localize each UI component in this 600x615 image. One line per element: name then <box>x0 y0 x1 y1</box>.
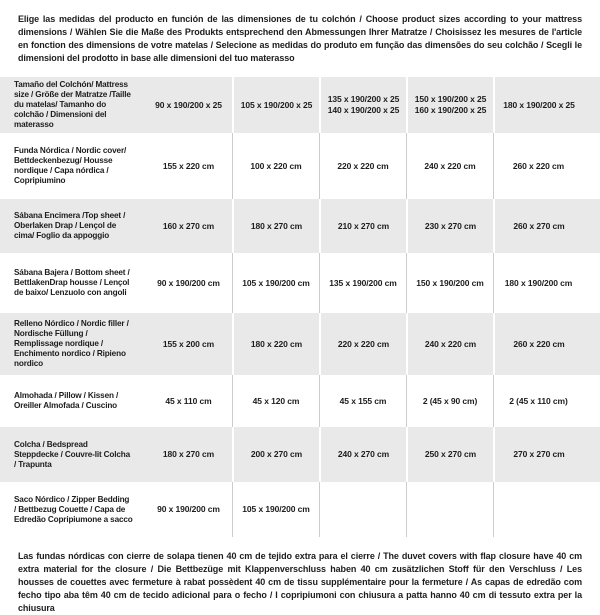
size-table: Tamaño del Colchón/ Mattress size / Größ… <box>0 77 600 537</box>
size-cell: 240 x 270 cm <box>319 427 406 482</box>
table-row: Tamaño del Colchón/ Mattress size / Größ… <box>0 77 600 133</box>
size-cell: 180 x 190/200 x 25 <box>493 77 600 133</box>
size-cell: 260 x 270 cm <box>493 199 600 253</box>
size-cell: 90 x 190/200 cm <box>157 277 220 288</box>
product-label: Sábana Encimera /Top sheet / Oberlaken D… <box>0 199 145 253</box>
size-cell: 160 x 270 cm <box>145 199 232 253</box>
table-row: Saco Nórdico / Zipper Bedding / Bettbezu… <box>0 482 600 537</box>
product-label: Relleno Nórdico / Nordic filler / Nordis… <box>0 313 145 375</box>
size-cell: 135 x 190/200 x 25 140 x 190/200 x 25 <box>319 77 406 133</box>
size-cell: 105 x 190/200 cm <box>232 482 319 537</box>
size-cell: 180 x 270 cm <box>145 427 232 482</box>
product-label: Funda Nórdica / Nordic cover/ Bettdecken… <box>14 146 127 185</box>
size-cell: 2 (45 x 90 cm) <box>406 375 493 427</box>
size-cell: 90 x 190/200 cm <box>157 504 220 514</box>
table-row: Relleno Nórdico / Nordic filler / Nordis… <box>0 313 600 375</box>
size-cell: 100 x 220 cm <box>232 133 319 199</box>
size-cell: 135 x 190/200 cm <box>319 253 406 313</box>
table-row: Almohada / Pillow / Kissen / Oreiller Al… <box>0 375 600 427</box>
size-cell: 180 x 220 cm <box>232 313 319 375</box>
footnote-text: Las fundas nórdicas con cierre de solapa… <box>18 551 582 613</box>
table-row: Colcha / Bedspread Steppdecke / Couvre-l… <box>0 427 600 482</box>
size-cell: 45 x 155 cm <box>319 375 406 427</box>
size-cell: 155 x 200 cm <box>145 313 232 375</box>
product-label: Colcha / Bedspread Steppdecke / Couvre-l… <box>0 427 145 482</box>
size-cell: 45 x 120 cm <box>232 375 319 427</box>
table-row: Sábana Bajera / Bottom sheet / Bettlaken… <box>0 253 600 313</box>
size-cell: 250 x 270 cm <box>406 427 493 482</box>
size-cell: 210 x 270 cm <box>319 199 406 253</box>
size-cell: 90 x 190/200 x 25 <box>145 77 232 133</box>
table-row: Funda Nórdica / Nordic cover/ Bettdecken… <box>0 133 600 199</box>
size-cell: 45 x 110 cm <box>165 395 212 406</box>
size-cell: 260 x 220 cm <box>493 313 600 375</box>
size-cell: 105 x 190/200 cm <box>232 253 319 313</box>
size-cell <box>319 482 406 537</box>
size-cell: 220 x 220 cm <box>319 133 406 199</box>
size-cell: 105 x 190/200 x 25 <box>232 77 319 133</box>
size-cell: 180 x 270 cm <box>232 199 319 253</box>
size-cell: 270 x 270 cm <box>493 427 600 482</box>
product-label: Almohada / Pillow / Kissen / Oreiller Al… <box>14 391 119 410</box>
size-cell: 260 x 220 cm <box>493 133 600 199</box>
size-cell: 150 x 190/200 x 25 160 x 190/200 x 25 <box>406 77 493 133</box>
size-cell: 240 x 220 cm <box>406 313 493 375</box>
size-cell: 150 x 190/200 cm <box>406 253 493 313</box>
size-cell: 240 x 220 cm <box>406 133 493 199</box>
size-table-body: Tamaño del Colchón/ Mattress size / Größ… <box>0 77 600 537</box>
size-cell: 155 x 220 cm <box>162 160 215 171</box>
size-cell: 2 (45 x 110 cm) <box>493 375 600 427</box>
size-cell: 180 x 190/200 cm <box>493 253 600 313</box>
intro-text: Elige las medidas del producto en funció… <box>18 14 582 63</box>
size-cell: 200 x 270 cm <box>232 427 319 482</box>
size-cell <box>493 482 600 537</box>
product-label: Saco Nórdico / Zipper Bedding / Bettbezu… <box>14 494 133 524</box>
product-label: Sábana Bajera / Bottom sheet / Bettlaken… <box>14 268 130 297</box>
table-row: Sábana Encimera /Top sheet / Oberlaken D… <box>0 199 600 253</box>
product-label: Tamaño del Colchón/ Mattress size / Größ… <box>0 77 145 133</box>
size-cell: 230 x 270 cm <box>406 199 493 253</box>
size-cell: 220 x 220 cm <box>319 313 406 375</box>
size-cell <box>406 482 493 537</box>
